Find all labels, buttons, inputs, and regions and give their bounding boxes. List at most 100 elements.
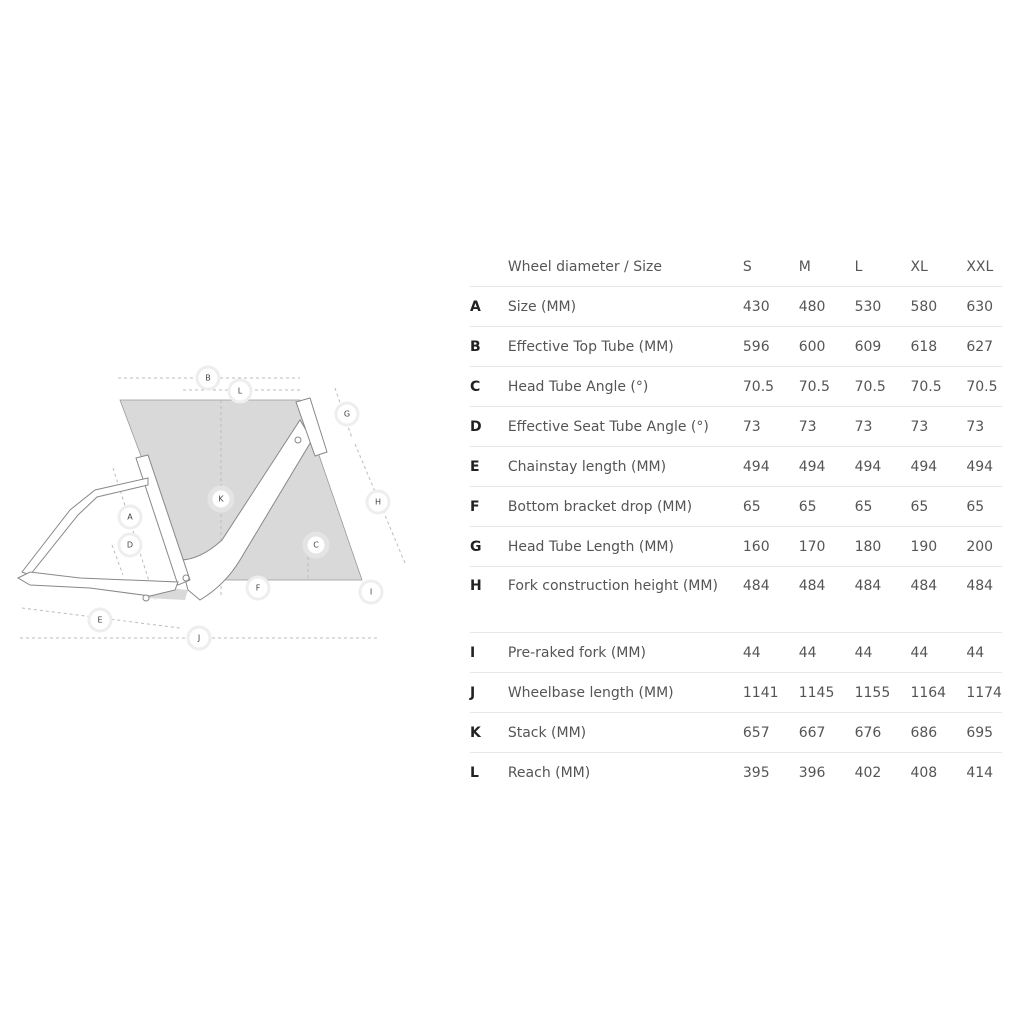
table-row: F Bottom bracket drop (MM) 65 65 65 65 65 (470, 486, 1002, 527)
svg-text:I: I (370, 588, 372, 597)
row-value: 170 (798, 526, 855, 567)
table-row: G Head Tube Length (MM) 160 170 180 190 200 (470, 526, 1002, 567)
row-value: 1145 (798, 672, 855, 713)
row-value: 627 (966, 326, 1002, 367)
row-value: 1141 (742, 672, 799, 713)
row-value: 430 (742, 286, 799, 327)
row-value: 395 (742, 764, 770, 781)
row-name: Head Tube Angle (°) (507, 366, 743, 407)
label-k: K (207, 485, 235, 513)
svg-text:L: L (238, 387, 243, 396)
row-value: 44 (966, 632, 1002, 673)
svg-text:B: B (205, 374, 211, 383)
row-value: 596 (742, 326, 799, 367)
svg-text:D: D (127, 541, 133, 550)
row-name: Fork construction height (MM) (507, 566, 743, 633)
row-key: F (470, 486, 508, 527)
row-value: 618 (910, 326, 967, 367)
table-row: D Effective Seat Tube Angle (°) 73 73 73 73 7… (470, 406, 1002, 447)
svg-text:G: G (344, 410, 350, 419)
row-value: 580 (910, 286, 967, 327)
label-f: F (245, 575, 271, 601)
header-size: XL (910, 247, 967, 287)
label-c: C (302, 531, 330, 559)
row-value: 70.5 (742, 366, 799, 407)
row-name: Pre-raked fork (MM) (507, 632, 743, 673)
table-row: E Chainstay length (MM) 494 494 494 494 494 (470, 446, 1002, 487)
label-a: A (117, 504, 143, 530)
row-value: 484 (798, 566, 855, 633)
row-value: 695 (966, 712, 1002, 753)
row-value: 73 (966, 406, 1002, 447)
row-value: 484 (854, 566, 911, 633)
row-key: I (470, 632, 508, 673)
row-value: 600 (798, 326, 855, 367)
row-name: Effective Seat Tube Angle (°) (507, 406, 743, 447)
row-value: 65 (798, 486, 855, 527)
bike-frame (16, 397, 328, 602)
row-value: 494 (798, 446, 855, 487)
header-size: L (854, 247, 911, 287)
row-value: 70.5 (966, 366, 1002, 407)
table-row: K Stack (MM) 657 667 676 686 695 (470, 712, 1002, 753)
row-value: 160 (742, 526, 799, 567)
svg-text:F: F (256, 584, 261, 593)
table-row: J Wheelbase length (MM) 1141 1145 1155 1164 1… (470, 672, 1002, 713)
row-value: 676 (854, 712, 911, 753)
label-j: J (186, 625, 212, 651)
row-key: A (470, 286, 508, 327)
table-row: B Effective Top Tube (MM) 596 600 609 618 627 (470, 326, 1002, 367)
row-value: 1174 (966, 672, 1002, 713)
row-value: 65 (966, 486, 1002, 527)
row-value: 414 (966, 764, 994, 781)
table-row: L Reach (MM) 395 396 402 408 414 (470, 753, 1002, 793)
row-value: 73 (854, 406, 911, 447)
header-size: M (798, 247, 855, 287)
row-value: 530 (854, 286, 911, 327)
row-value: 70.5 (798, 366, 855, 407)
row-key: K (470, 712, 508, 753)
row-key: J (470, 672, 508, 713)
row-value: 44 (910, 632, 967, 673)
row-value: 630 (966, 286, 1002, 327)
frame-geometry-diagram: B L G K H A D C F I E J (16, 365, 406, 651)
table-row: H Fork construction height (MM) 484 484 484… (470, 566, 1002, 633)
row-name: Bottom bracket drop (MM) (507, 486, 743, 527)
row-value: 65 (854, 486, 911, 527)
label-h: H (365, 489, 391, 515)
row-value: 408 (910, 764, 938, 781)
row-value: 70.5 (910, 366, 967, 407)
svg-text:H: H (375, 498, 381, 507)
svg-text:A: A (127, 513, 133, 522)
row-value: 494 (910, 446, 967, 487)
row-value: 686 (910, 712, 967, 753)
table-header-row: Wheel diameter / Size S M L XL XXL (470, 247, 1002, 287)
svg-text:K: K (218, 495, 224, 504)
row-value: 657 (742, 712, 799, 753)
row-value: 667 (798, 712, 855, 753)
table-row: C Head Tube Angle (°) 70.5 70.5 70.5 70.5 70.… (470, 366, 1002, 407)
svg-text:E: E (97, 616, 102, 625)
row-value: 402 (854, 764, 882, 781)
row-value: 1164 (910, 672, 967, 713)
row-value: 494 (854, 446, 911, 487)
label-l: L (227, 378, 253, 404)
row-value: 396 (798, 764, 826, 781)
row-name: Size (MM) (507, 286, 743, 327)
label-d: D (117, 532, 143, 558)
row-name: Head Tube Length (MM) (507, 526, 743, 567)
header-size: S (742, 247, 799, 287)
row-value: 1155 (854, 672, 911, 713)
svg-text:J: J (197, 634, 200, 643)
row-value: 484 (910, 566, 967, 633)
row-key: D (470, 406, 508, 447)
label-g: G (334, 401, 360, 427)
row-value: 190 (910, 526, 967, 567)
row-name: Wheelbase length (MM) (507, 672, 743, 713)
row-key: L (470, 764, 479, 781)
row-value: 494 (966, 446, 1002, 487)
row-value: 65 (910, 486, 967, 527)
row-value: 73 (798, 406, 855, 447)
geometry-table: Wheel diameter / Size S M L XL XXL A Siz… (470, 247, 1002, 792)
label-i: I (358, 579, 384, 605)
